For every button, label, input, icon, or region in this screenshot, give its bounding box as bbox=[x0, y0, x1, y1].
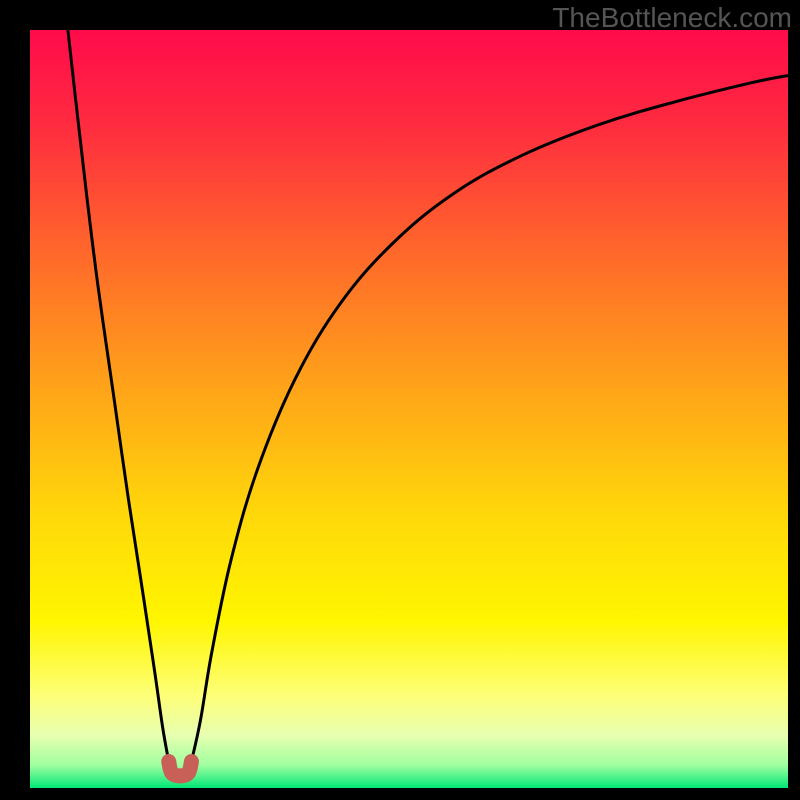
plot-background-gradient bbox=[30, 30, 788, 788]
bottleneck-chart-svg bbox=[0, 0, 800, 800]
watermark-text: TheBottleneck.com bbox=[552, 2, 792, 34]
chart-container: TheBottleneck.com bbox=[0, 0, 800, 800]
